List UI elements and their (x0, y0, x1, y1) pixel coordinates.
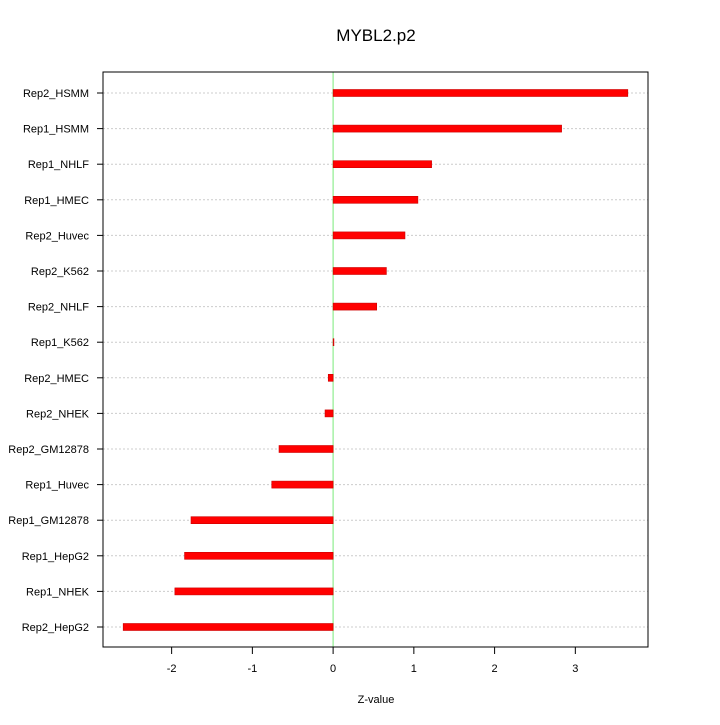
x-tick-label: 3 (572, 663, 578, 675)
category-label: Rep2_GM12878 (8, 444, 89, 456)
category-label: Rep2_Huvec (25, 230, 89, 242)
category-label: Rep1_Huvec (25, 480, 89, 492)
plot-frame (102, 71, 649, 648)
category-label: Rep1_GM12878 (8, 515, 89, 527)
category-label: Rep1_HSMM (23, 124, 89, 136)
x-axis-title: Z-value (358, 694, 395, 706)
bar (332, 89, 629, 97)
bar (332, 267, 387, 275)
x-tick-label: -2 (167, 663, 177, 675)
category-label: Rep1_HepG2 (22, 551, 89, 563)
x-tick-label: -1 (247, 663, 257, 675)
bar (332, 196, 419, 204)
category-label: Rep2_NHLF (28, 302, 89, 314)
chart-title: MYBL2.p2 (336, 26, 415, 45)
bar (332, 338, 335, 347)
bar (327, 373, 334, 382)
bar (184, 551, 334, 560)
bar (190, 516, 334, 525)
category-label: Rep2_K562 (31, 266, 89, 278)
bar (332, 160, 432, 168)
x-tick-label: 2 (492, 663, 498, 675)
bar (332, 124, 562, 133)
x-tick-label: 1 (411, 663, 417, 675)
bar (278, 445, 334, 453)
bar (332, 231, 406, 240)
x-tick-label: 0 (330, 663, 336, 675)
category-label: Rep1_K562 (31, 337, 89, 349)
grid-lines (103, 92, 648, 628)
bar (122, 623, 334, 631)
category-label: Rep1_HMEC (24, 195, 89, 207)
x-axis-ticks: -2 -1 0 1 2 3 (167, 647, 578, 675)
bar (324, 409, 334, 418)
category-label: Rep2_HSMM (23, 88, 89, 100)
category-labels: Rep2_HSMM Rep1_HSMM Rep1_NHLF Rep1_HMEC Rep2… (8, 88, 103, 634)
category-label: Rep2_NHEK (26, 408, 90, 420)
bar (332, 302, 378, 311)
bar (174, 587, 334, 596)
category-label: Rep2_HMEC (24, 373, 89, 385)
category-label: Rep1_NHEK (26, 586, 90, 598)
category-label: Rep1_NHLF (28, 159, 89, 171)
bar (271, 480, 334, 489)
category-label: Rep2_HepG2 (22, 622, 89, 634)
bars (122, 89, 629, 631)
